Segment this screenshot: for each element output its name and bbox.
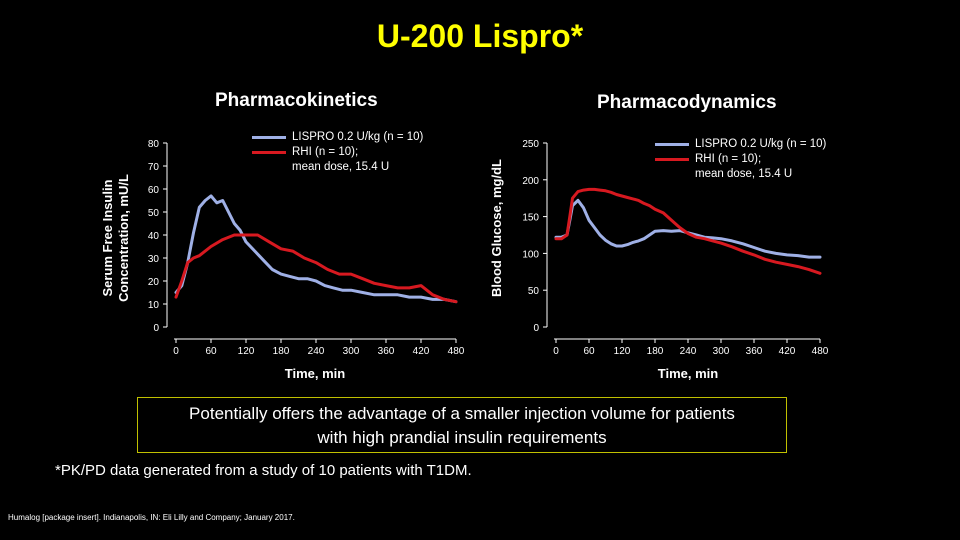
pd-x-tick-label: 240 xyxy=(680,346,697,357)
reference: Humalog [package insert]. Indianapolis, … xyxy=(8,513,295,522)
pd-legend-rhi: RHI (n = 10); xyxy=(655,152,826,167)
pk-x-axis-label: Time, min xyxy=(285,366,346,381)
pd-x-tick-label: 420 xyxy=(779,346,796,357)
pd-legend-rhi-label-line1: RHI (n = 10); xyxy=(695,153,762,165)
callout-line1: Potentially offers the advantage of a sm… xyxy=(189,404,735,423)
pk-x-tick-label: 240 xyxy=(308,346,325,357)
pd-legend-lispro-label: LISPRO 0.2 U/kg (n = 10) xyxy=(695,138,827,150)
pk-x-tick-label: 420 xyxy=(413,346,430,357)
pd-y-tick-label: 200 xyxy=(522,176,539,187)
pd-y-tick-label: 0 xyxy=(533,323,539,334)
pk-chart-title: Pharmacokinetics xyxy=(215,90,378,111)
pk-series-rhi-line xyxy=(174,233,458,304)
pk-legend-lispro: LISPRO 0.2 U/kg (n = 10) xyxy=(252,130,423,145)
pk-y-tick-label: 30 xyxy=(148,254,160,265)
pk-x-tick-label: 180 xyxy=(273,346,290,357)
pd-legend-lispro-swatch xyxy=(655,143,689,146)
pd-x-tick-label: 180 xyxy=(647,346,664,357)
pk-y-tick-label: 20 xyxy=(148,277,160,288)
slide-title: U-200 Lispro* xyxy=(376,18,584,54)
pk-series-lispro-line xyxy=(174,194,458,304)
pk-x-tick-label: 300 xyxy=(343,346,360,357)
pk-y-tick-label: 0 xyxy=(153,323,159,334)
pk-legend-rhi-cont: mean dose, 15.4 U xyxy=(252,160,423,175)
pd-legend-rhi-cont: mean dose, 15.4 U xyxy=(655,167,826,182)
pd-chart-title: Pharmacodynamics xyxy=(597,92,777,113)
pd-y-tick-label: 100 xyxy=(522,249,539,260)
pd-x-tick-label: 360 xyxy=(746,346,763,357)
pd-legend-lispro: LISPRO 0.2 U/kg (n = 10) xyxy=(655,137,826,152)
pk-legend-rhi-label-line2: mean dose, 15.4 U xyxy=(292,161,390,173)
footnote: *PK/PD data generated from a study of 10… xyxy=(55,462,472,479)
pd-y-tick-label: 150 xyxy=(522,213,539,224)
callout-line2: with high prandial insulin requirements xyxy=(317,428,607,447)
pk-x-tick-label: 60 xyxy=(205,346,217,357)
callout-box: Potentially offers the advantage of a sm… xyxy=(137,397,787,453)
pd-legend-rhi-label-line2: mean dose, 15.4 U xyxy=(695,168,793,180)
pd-series-rhi-line xyxy=(554,187,822,275)
pk-legend-rhi-swatch xyxy=(252,151,286,154)
pk-x-tick-label: 0 xyxy=(173,346,179,357)
pd-legend: LISPRO 0.2 U/kg (n = 10) RHI (n = 10); m… xyxy=(655,137,826,182)
pd-x-tick-label: 60 xyxy=(583,346,595,357)
pd-y-tick-label: 250 xyxy=(522,139,539,150)
pd-y-tick-label: 50 xyxy=(528,286,540,297)
pk-y-tick-label: 60 xyxy=(148,185,160,196)
pk-y-tick-label: 50 xyxy=(148,208,160,219)
pk-y-tick-label: 10 xyxy=(148,300,160,311)
pk-legend: LISPRO 0.2 U/kg (n = 10) RHI (n = 10); m… xyxy=(252,130,423,175)
pk-legend-lispro-swatch xyxy=(252,136,286,139)
pk-x-tick-label: 120 xyxy=(238,346,255,357)
pd-x-axis-label: Time, min xyxy=(658,366,719,381)
pk-y-tick-label: 70 xyxy=(148,162,160,173)
pk-y-tick-label: 80 xyxy=(148,139,160,150)
pd-x-tick-label: 120 xyxy=(614,346,631,357)
pk-x-tick-label: 480 xyxy=(448,346,465,357)
pk-x-tick-label: 360 xyxy=(378,346,395,357)
pd-x-tick-label: 480 xyxy=(812,346,829,357)
pk-legend-rhi-label-line1: RHI (n = 10); xyxy=(292,146,359,158)
pk-legend-lispro-label: LISPRO 0.2 U/kg (n = 10) xyxy=(292,131,424,143)
pd-x-tick-label: 300 xyxy=(713,346,730,357)
pd-x-tick-label: 0 xyxy=(553,346,559,357)
pk-legend-rhi: RHI (n = 10); xyxy=(252,145,423,160)
pd-series-lispro-line xyxy=(554,198,822,259)
pk-y-tick-label: 40 xyxy=(148,231,160,242)
pd-legend-rhi-swatch xyxy=(655,158,689,161)
